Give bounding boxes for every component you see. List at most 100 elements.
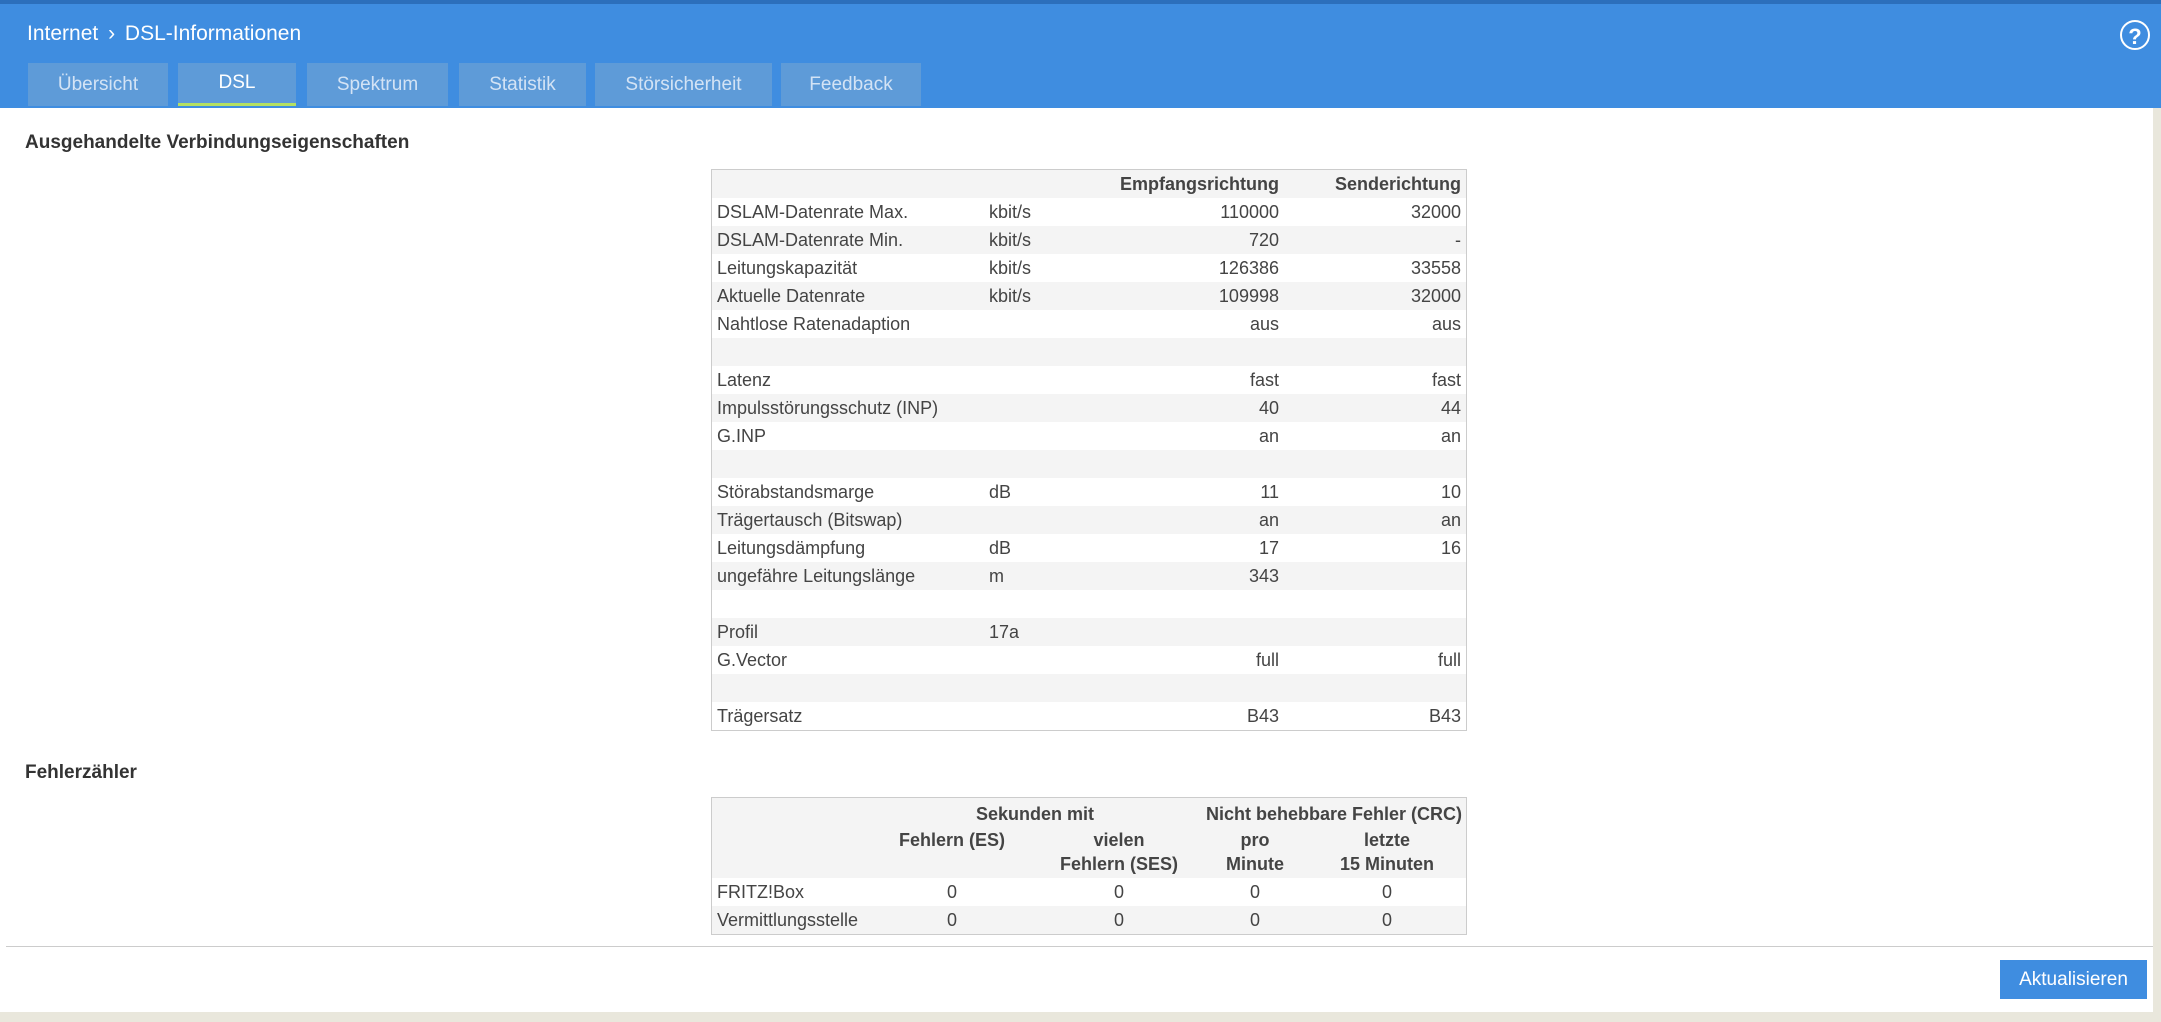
table-row: Profil 17a (712, 618, 1466, 646)
error-count: 0 (946, 910, 958, 930)
error-count: 0 (1249, 910, 1261, 930)
table-row: Trägersatz B43 B43 (712, 702, 1466, 730)
tx-value: 10 (1440, 482, 1461, 502)
rx-value: an (1258, 426, 1279, 446)
row-label: Trägertausch (Bitswap) (717, 510, 903, 530)
table-row (712, 674, 1466, 702)
table-row: Leitungsdämpfung dB 17 16 (712, 534, 1466, 562)
tx-value: 32000 (1410, 202, 1461, 222)
table-row: Vermittlungsstelle 0 0 0 0 (712, 906, 1466, 934)
connection-table: Empfangsrichtung Senderichtung DSLAM-Daten… (711, 169, 1467, 731)
rx-value: 110000 (1220, 202, 1279, 222)
tx-value: 44 (1440, 398, 1461, 418)
row-label: Leitungskapazität (717, 258, 858, 278)
row-label: Trägersatz (717, 706, 803, 726)
unit: kbit/s (989, 286, 1032, 306)
row-label: G.INP (717, 426, 767, 446)
column-header: Senderichtung (1334, 174, 1461, 194)
error-count: 0 (1381, 910, 1393, 930)
table-row: Latenz fast fast (712, 366, 1466, 394)
tab[interactable]: Feedback (781, 63, 921, 106)
rx-value: 720 (1248, 230, 1279, 250)
column-header: Minute (1226, 854, 1284, 874)
tab[interactable]: Statistik (459, 63, 586, 106)
group-header: Nicht behebbare Fehler (CRC) (1205, 804, 1463, 824)
rx-value: B43 (1246, 706, 1279, 726)
help-button[interactable]: ? (2120, 20, 2150, 50)
rx-value: an (1258, 510, 1279, 530)
tx-value: 32000 (1410, 286, 1461, 306)
rx-value: 343 (1248, 566, 1279, 586)
row-label: DSLAM-Datenrate Max. (717, 202, 909, 222)
header-row: Empfangsrichtung Senderichtung (712, 170, 1466, 198)
table-row: Aktuelle Datenrate kbit/s 109998 32000 (712, 282, 1466, 310)
tx-value: B43 (1428, 706, 1461, 726)
row-label: Leitungsdämpfung (717, 538, 866, 558)
rx-value: aus (1249, 314, 1279, 334)
column-header: vielen (1093, 830, 1145, 850)
footer-divider (6, 946, 2153, 947)
tx-value: - (1455, 230, 1461, 250)
row-label: Latenz (717, 370, 772, 390)
unit: m (989, 566, 1004, 586)
column-header: Empfangsrichtung (1119, 174, 1279, 194)
tx-value: fast (1431, 370, 1461, 390)
table-row: DSLAM-Datenrate Min. kbit/s 720 - (712, 226, 1466, 254)
column-header: Fehlern (SES) (1059, 854, 1179, 874)
row-label: Impulsstörungsschutz (INP) (717, 398, 939, 418)
table-row (712, 450, 1466, 478)
rx-value: 17 (1258, 538, 1279, 558)
table-row: Störabstandsmarge dB 11 10 (712, 478, 1466, 506)
tab[interactable]: Störsicherheit (595, 63, 772, 106)
row-label: DSLAM-Datenrate Min. (717, 230, 904, 250)
row-label: Profil (717, 622, 759, 642)
table-row: ungefähre Leitungslänge m 343 (712, 562, 1466, 590)
header: Internet › DSL-Informationen ? Übersicht… (0, 0, 2161, 108)
table-row: Impulsstörungsschutz (INP) 40 44 (712, 394, 1466, 422)
table-row: Leitungskapazität kbit/s 126386 33558 (712, 254, 1466, 282)
unit: kbit/s (989, 202, 1032, 222)
tab[interactable]: DSL (178, 63, 296, 106)
unit: 17a (989, 622, 1020, 642)
unit: dB (989, 482, 1012, 502)
table-row: G.INP an an (712, 422, 1466, 450)
tx-value: 16 (1440, 538, 1461, 558)
rx-value: 11 (1260, 482, 1279, 502)
group-header: Sekunden mit (975, 804, 1095, 824)
rx-value: full (1255, 650, 1279, 670)
row-label: ungefähre Leitungslänge (717, 566, 916, 586)
table-row: G.Vector full full (712, 646, 1466, 674)
row-label: Nahtlose Ratenadaption (717, 314, 911, 334)
table-row (712, 338, 1466, 366)
rx-value: fast (1249, 370, 1279, 390)
column-header: letzte (1363, 830, 1411, 850)
column-header: 15 Minuten (1339, 854, 1435, 874)
breadcrumb-item[interactable]: Internet (27, 22, 99, 45)
unit: dB (989, 538, 1012, 558)
rx-value: 40 (1258, 398, 1279, 418)
error-count: 0 (1249, 882, 1261, 902)
row-label: Störabstandsmarge (717, 482, 875, 502)
table-row: DSLAM-Datenrate Max. kbit/s 110000 32000 (712, 198, 1466, 226)
tab[interactable]: Übersicht (28, 63, 168, 106)
error-count: 0 (1113, 882, 1125, 902)
row-label: G.Vector (717, 650, 788, 670)
table-row (712, 590, 1466, 618)
tx-value: an (1440, 510, 1461, 530)
row-label: FRITZ!Box (717, 882, 805, 902)
tx-value: an (1440, 426, 1461, 446)
table-row: FRITZ!Box 0 0 0 0 (712, 878, 1466, 906)
error-table: Sekunden mit Nicht behebbare Fehler (CRC)… (711, 797, 1467, 935)
error-count: 0 (1113, 910, 1125, 930)
error-count: 0 (946, 882, 958, 902)
rx-value: 109998 (1218, 286, 1279, 306)
section-title: Fehlerzähler (25, 762, 137, 783)
tab[interactable]: Spektrum (307, 63, 448, 106)
separator: › (108, 22, 116, 45)
error-count: 0 (1381, 882, 1393, 902)
table-row: Trägertausch (Bitswap) an an (712, 506, 1466, 534)
unit: kbit/s (989, 258, 1032, 278)
refresh-button[interactable]: Aktualisieren (2000, 960, 2147, 999)
row-label: Vermittlungsstelle (717, 910, 859, 930)
